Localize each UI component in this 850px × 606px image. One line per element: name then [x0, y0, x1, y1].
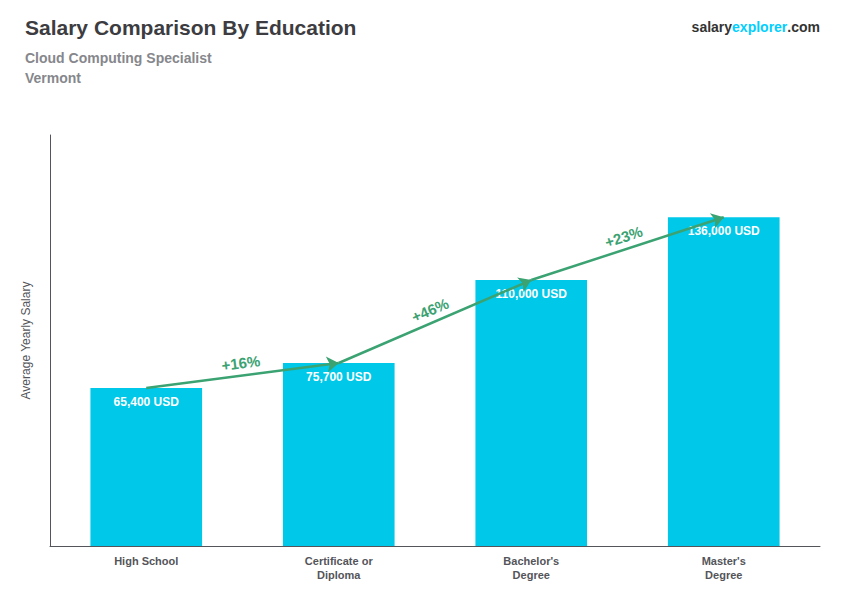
svg-text:High School: High School [114, 555, 178, 567]
svg-text:+23%: +23% [603, 223, 645, 251]
svg-text:Certificate or: Certificate or [305, 555, 374, 567]
svg-text:Vermont: Vermont [25, 70, 81, 86]
svg-text:.com: .com [787, 19, 820, 35]
svg-text:salary: salary [692, 19, 733, 35]
svg-text:65,400 USD: 65,400 USD [114, 395, 180, 409]
svg-text:explorer: explorer [732, 19, 788, 35]
svg-text:Master's: Master's [702, 555, 746, 567]
svg-text:Degree: Degree [513, 569, 550, 581]
svg-text:Average Yearly Salary: Average Yearly Salary [19, 282, 33, 400]
svg-text:Cloud Computing Specialist: Cloud Computing Specialist [25, 50, 212, 66]
svg-text:136,000 USD: 136,000 USD [687, 224, 760, 239]
svg-text:Salary Comparison By Education: Salary Comparison By Education [25, 16, 356, 39]
svg-text:+46%: +46% [409, 295, 451, 326]
svg-text:110,000 USD: 110,000 USD [496, 287, 568, 301]
svg-text:75,700 USD: 75,700 USD [306, 370, 372, 384]
svg-text:Degree: Degree [705, 569, 742, 581]
svg-text:Bachelor's: Bachelor's [503, 555, 559, 567]
svg-text:+16%: +16% [221, 352, 262, 374]
svg-text:Diploma: Diploma [317, 569, 361, 581]
